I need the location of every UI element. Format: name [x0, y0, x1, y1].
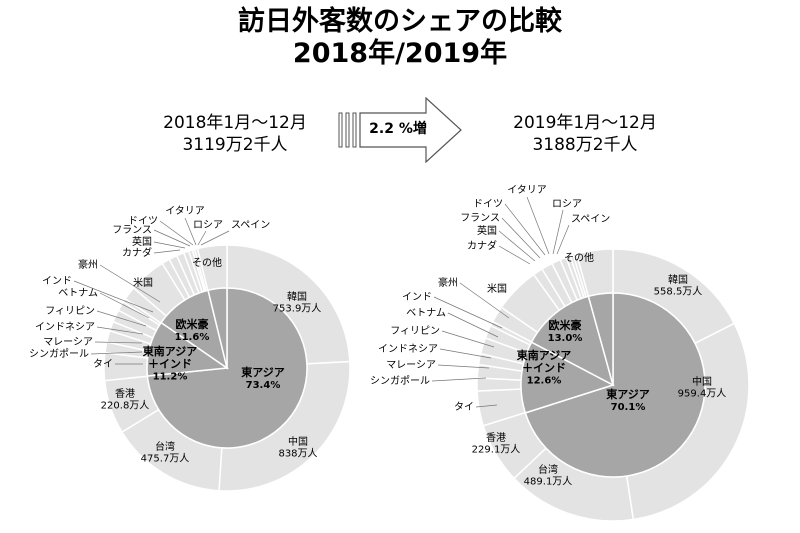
outer-label-8: フィリピン: [390, 325, 440, 337]
inner-label-0: 東アジア 70.1%: [606, 387, 650, 413]
outer-label-18: ロシア: [193, 220, 223, 231]
leader-line-18: [197, 230, 207, 246]
outer-label-0: 韓国 753.9万人: [273, 291, 322, 315]
outer-label-1: 中国 838万人: [278, 435, 317, 460]
leader-line-16: [159, 220, 194, 246]
period-2019-range: 2019年1月～12月: [513, 113, 657, 133]
outer-label-7: インドネシア: [35, 321, 95, 333]
outer-label-10: インド: [42, 276, 72, 287]
period-2018: 2018年1月～12月 3119万2千人: [120, 112, 350, 156]
chart-title: 訪日外客数のシェアの比較 2018年/2019年: [0, 6, 800, 70]
outer-label-9: ベトナム: [58, 287, 98, 299]
leader-line-6: [437, 364, 490, 369]
growth-label: 2.2 %増: [369, 121, 427, 137]
outer-label-2: 台湾 475.7万人: [141, 440, 190, 465]
outer-label-6: マレーシア: [43, 337, 93, 348]
leader-line-13: [153, 249, 181, 254]
leader-line-15: [153, 229, 191, 247]
outer-label-13: カナダ: [122, 246, 152, 259]
outer-label-7: インドネシア: [378, 343, 438, 355]
outer-label-16: ドイツ: [473, 199, 503, 210]
period-2018-range: 2018年1月～12月: [163, 113, 307, 133]
inner-slice-0: [524, 292, 706, 478]
leader-line-19: [200, 230, 230, 246]
leader-line-18: [552, 209, 564, 255]
inner-label-1: 東南アジア＋インド 12.6%: [517, 348, 572, 387]
title-line2: 2018年/2019年: [292, 38, 508, 69]
outer-label-11: 豪州: [438, 276, 458, 289]
inner-slice-1: [520, 341, 615, 414]
outer-label-19: スペイン: [571, 214, 610, 225]
outer-label-12: 米国: [133, 276, 153, 289]
period-2019-total: 3188万2千人: [532, 135, 638, 155]
leader-line-17: [526, 196, 550, 255]
outer-label-20: その他: [564, 251, 594, 264]
outer-label-0: 韓国 558.5万人: [654, 274, 703, 298]
outer-label-13: カナダ: [467, 239, 497, 252]
leader-line-15: [501, 217, 541, 259]
leader-line-9: [447, 312, 499, 338]
leader-line-14: [498, 230, 536, 262]
outer-label-4: タイ: [93, 358, 113, 370]
outer-label-1: 中国 959.4万人: [678, 375, 727, 400]
outer-label-17: イタリア: [165, 205, 205, 217]
outer-label-15: フランス: [460, 212, 500, 224]
inner-label-2: 欧米豪 13.0%: [548, 318, 583, 344]
leader-line-9: [99, 292, 150, 319]
leader-line-13: [498, 245, 531, 265]
outer-label-20: その他: [192, 256, 222, 269]
outer-label-14: 英国: [477, 224, 497, 237]
leader-line-7: [439, 348, 492, 359]
period-2018-total: 3119万2千人: [182, 135, 288, 155]
inner-slice-3: [207, 287, 228, 369]
inner-label-2: 欧米豪 11.6%: [175, 317, 210, 343]
outer-label-12: 米国: [487, 282, 507, 295]
outer-label-11: 豪州: [78, 258, 98, 271]
outer-label-16: ドイツ: [128, 216, 158, 227]
outer-label-4: タイ: [454, 401, 474, 413]
outer-label-6: マレーシア: [386, 360, 436, 371]
leader-line-5: [431, 377, 487, 382]
outer-label-2: 台湾 489.1万人: [524, 463, 573, 488]
outer-label-5: シンガポール: [29, 348, 89, 360]
leader-line-16: [504, 203, 546, 256]
leader-line-5: [90, 351, 143, 355]
leader-line-11: [99, 264, 161, 303]
leader-line-17: [184, 217, 197, 246]
leader-line-4: [475, 404, 498, 408]
leader-line-19: [556, 224, 570, 255]
leader-line-8: [441, 330, 495, 348]
inner-label-0: 東アジア 73.4%: [241, 365, 285, 391]
outer-label-5: シンガポール: [370, 375, 430, 387]
leader-line-8: [96, 310, 147, 327]
inner-slice-2: [530, 295, 615, 387]
growth-arrow-icon: [338, 97, 462, 163]
outer-label-3: 香港 220.8万人: [101, 388, 150, 412]
outer-label-10: インド: [402, 292, 432, 303]
outer-label-17: イタリア: [507, 184, 547, 196]
outer-label-8: フィリピン: [45, 305, 95, 317]
leader-line-10: [433, 296, 503, 329]
outer-label-19: スペイン: [231, 220, 270, 231]
outer-label-14: 英国: [132, 235, 152, 248]
outer-label-18: ロシア: [552, 199, 582, 210]
period-2019: 2019年1月～12月 3188万2千人: [470, 112, 700, 156]
title-line1: 訪日外客数のシェアの比較: [238, 6, 562, 37]
leader-line-14: [153, 241, 186, 249]
leader-line-10: [73, 280, 154, 313]
outer-label-3: 香港 229.1万人: [472, 432, 521, 456]
inner-slice-3: [587, 292, 614, 386]
outer-label-9: ベトナム: [406, 307, 446, 319]
leader-line-6: [94, 341, 143, 344]
leader-line-7: [96, 326, 144, 335]
inner-label-1: 東南アジア＋インド 11.2%: [143, 344, 198, 383]
outer-label-15: フランス: [112, 224, 152, 236]
leader-line-11: [459, 282, 510, 319]
